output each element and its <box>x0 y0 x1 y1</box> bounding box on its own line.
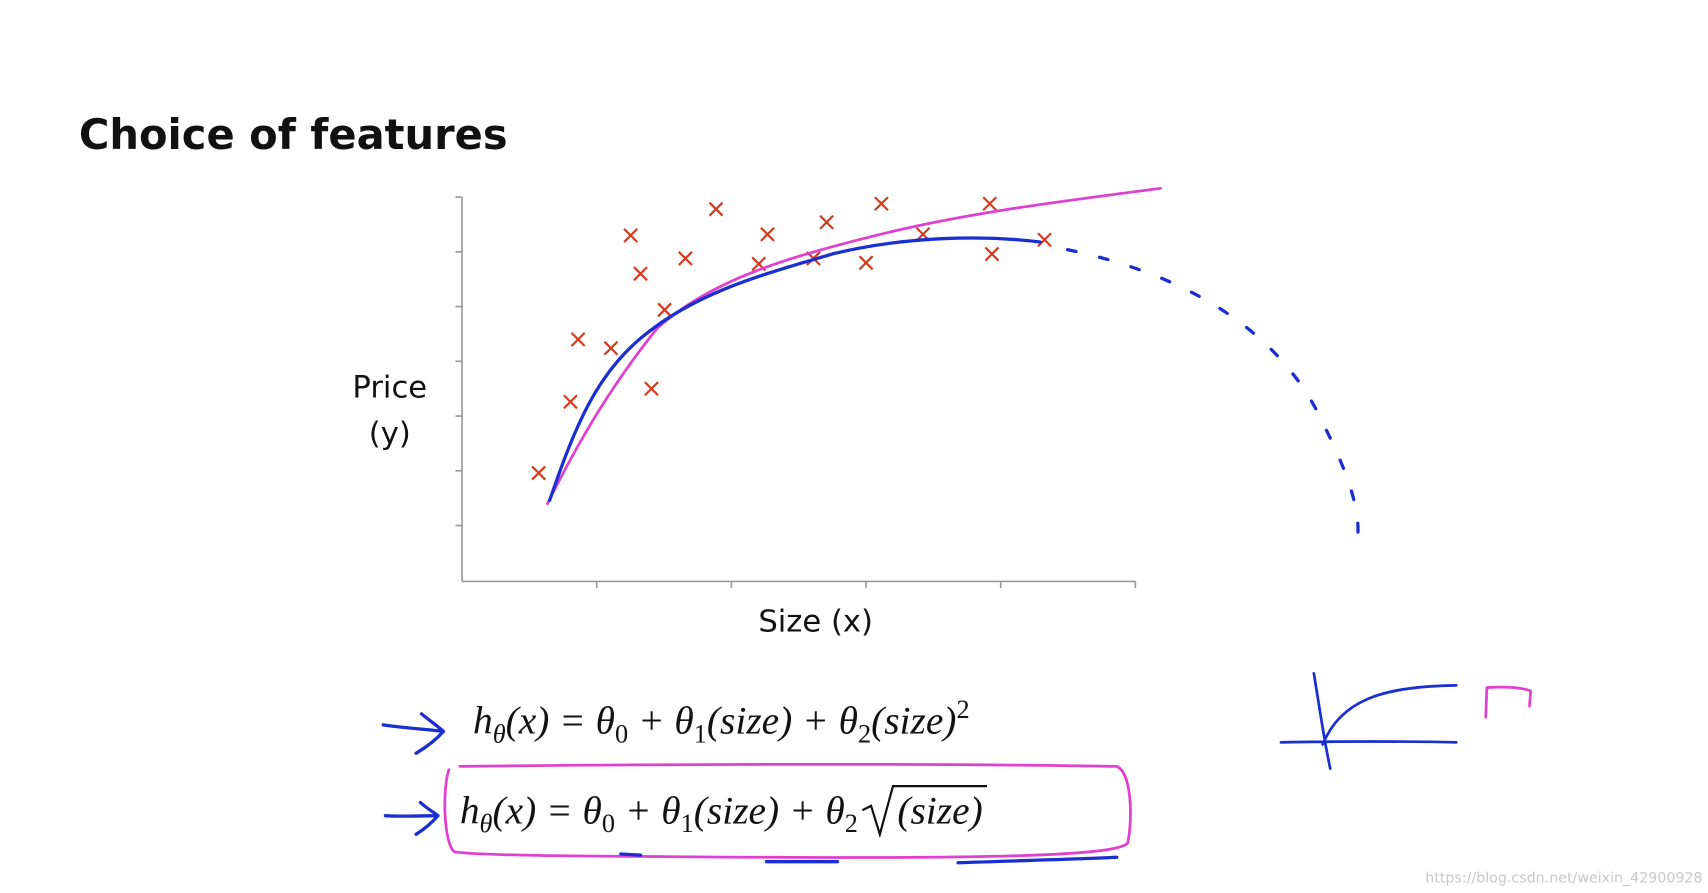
sqrt-sign <box>861 785 988 839</box>
formula-part: + θ <box>615 788 681 832</box>
data-point <box>657 302 672 318</box>
slide-title: Choice of features <box>79 110 508 159</box>
data-point <box>760 226 775 242</box>
formula-sup: 2 <box>956 695 969 724</box>
data-point <box>678 251 693 266</box>
formula-part: + θ <box>628 699 694 743</box>
formula-sub: 1 <box>694 719 707 748</box>
data-point <box>708 201 724 217</box>
formula-part: (size) <box>871 699 956 743</box>
formula-part: h <box>460 788 480 832</box>
formula-sub: θ <box>480 809 493 838</box>
highlight-box <box>443 762 1132 859</box>
formula-sub: 0 <box>615 719 628 748</box>
watermark: https://blog.csdn.net/weixin_42900928 <box>1425 870 1702 886</box>
data-point <box>603 340 619 356</box>
data-point <box>874 196 889 212</box>
y-axis-label: Price <box>352 370 427 405</box>
data-point <box>644 381 659 397</box>
data-point <box>570 332 586 347</box>
data-point <box>984 246 1000 262</box>
sketch-sqrt <box>1484 685 1532 719</box>
data-point <box>819 214 834 230</box>
data-point <box>982 196 998 212</box>
formula-part: (x) = θ <box>492 788 601 832</box>
formula-sub: 0 <box>602 809 615 838</box>
data-point <box>563 394 578 410</box>
formula-part: (x) = θ <box>506 699 615 743</box>
axes <box>455 196 1137 588</box>
quadratic-fit-curve <box>547 236 1042 503</box>
formula-sub: θ <box>493 719 506 748</box>
data-point <box>531 465 547 481</box>
formula: hθ(x) = θ0 + θ1(size) + θ2(size)2 <box>473 695 970 748</box>
data-point <box>1037 232 1052 248</box>
formula-sub: 2 <box>845 809 858 838</box>
sketch-graph <box>1279 671 1458 770</box>
formula-sub: 2 <box>858 719 871 748</box>
data-point <box>633 266 648 282</box>
y-axis-label: (y) <box>369 416 411 451</box>
formula-sub: 1 <box>681 809 694 838</box>
formula-part: (size) + θ <box>694 788 845 832</box>
x-axis-label: Size (x) <box>758 605 873 640</box>
arrow <box>381 712 446 755</box>
formula: hθ(x) = θ0 + θ1(size) + θ2 <box>460 788 858 838</box>
formula-radicand: (size) <box>897 788 982 832</box>
underline <box>619 852 1119 865</box>
formula-part: h <box>473 699 493 743</box>
quadratic-extrapolation <box>1065 247 1360 539</box>
data-point <box>858 255 874 271</box>
arrow <box>383 800 440 836</box>
data-point <box>623 228 638 243</box>
formula-part: (size) + θ <box>707 699 858 743</box>
sqrt-fit-curve <box>546 186 1162 506</box>
